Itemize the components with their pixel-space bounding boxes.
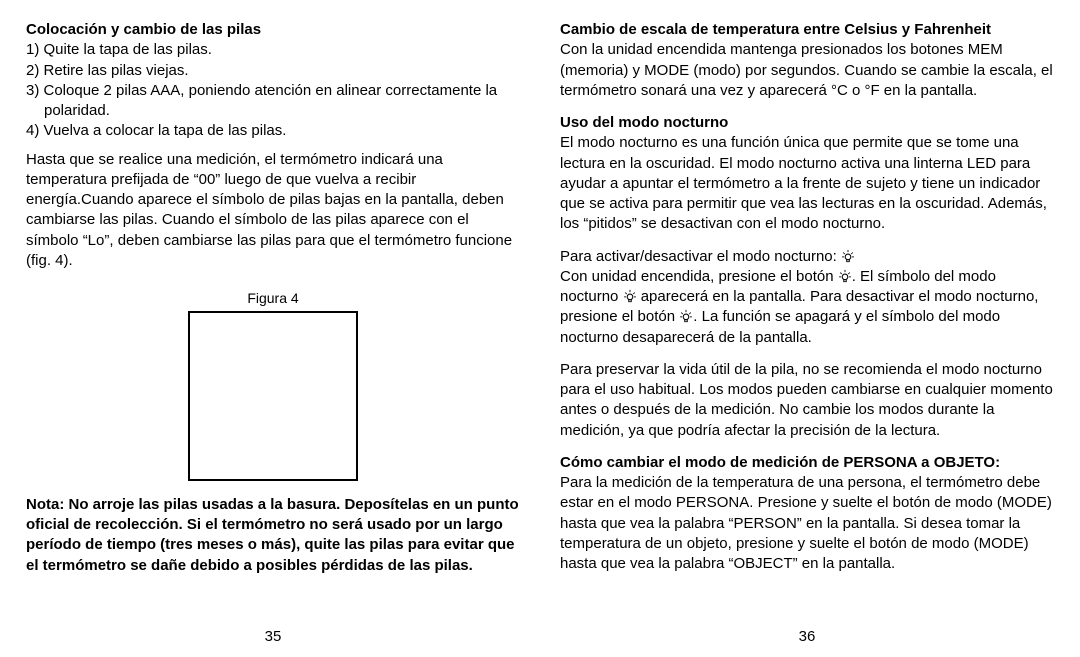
heading-scale: Cambio de escala de temperatura entre Ce… bbox=[560, 20, 1054, 40]
bulb-icon bbox=[623, 289, 637, 303]
step-3: 3) Coloque 2 pilas AAA, poniendo atenció… bbox=[26, 81, 520, 122]
heading-nightmode: Uso del modo nocturno bbox=[560, 113, 1054, 133]
nm-line-b: Con unidad encendida, presione el botón bbox=[560, 268, 834, 285]
bulb-icon bbox=[841, 249, 855, 263]
heading-modechange: Cómo cambiar el modo de medición de PERS… bbox=[560, 453, 1054, 473]
page-left: Colocación y cambio de las pilas 1) Quit… bbox=[26, 20, 540, 647]
modechange-paragraph: Para la medición de la temperatura de un… bbox=[560, 473, 1054, 574]
step-1: 1) Quite la tapa de las pilas. bbox=[26, 40, 520, 60]
nightmode-caution: Para preservar la vida útil de la pila, … bbox=[560, 360, 1054, 441]
bulb-icon bbox=[679, 309, 693, 323]
page-number-left: 35 bbox=[26, 627, 520, 647]
battery-steps: 1) Quite la tapa de las pilas. 2) Retire… bbox=[26, 40, 520, 141]
figure-4-label: Figura 4 bbox=[247, 289, 298, 308]
bulb-icon bbox=[838, 269, 852, 283]
nightmode-instructions: Para activar/desactivar el modo nocturno… bbox=[560, 247, 1054, 348]
page-right: Cambio de escala de temperatura entre Ce… bbox=[540, 20, 1054, 647]
scale-paragraph: Con la unidad encendida mantenga presion… bbox=[560, 40, 1054, 101]
battery-note: Nota: No arroje las pilas usadas a la ba… bbox=[26, 495, 520, 576]
nm-line-a: Para activar/desactivar el modo nocturno… bbox=[560, 248, 837, 265]
figure-4: Figura 4 bbox=[26, 289, 520, 481]
nightmode-desc: El modo nocturno es una función única qu… bbox=[560, 133, 1054, 234]
battery-paragraph: Hasta que se realice una medición, el te… bbox=[26, 150, 520, 272]
step-4: 4) Vuelva a colocar la tapa de las pilas… bbox=[26, 121, 520, 141]
step-2: 2) Retire las pilas viejas. bbox=[26, 61, 520, 81]
page-number-right: 36 bbox=[560, 627, 1054, 647]
figure-4-box bbox=[188, 311, 358, 481]
heading-batteries: Colocación y cambio de las pilas bbox=[26, 20, 520, 40]
